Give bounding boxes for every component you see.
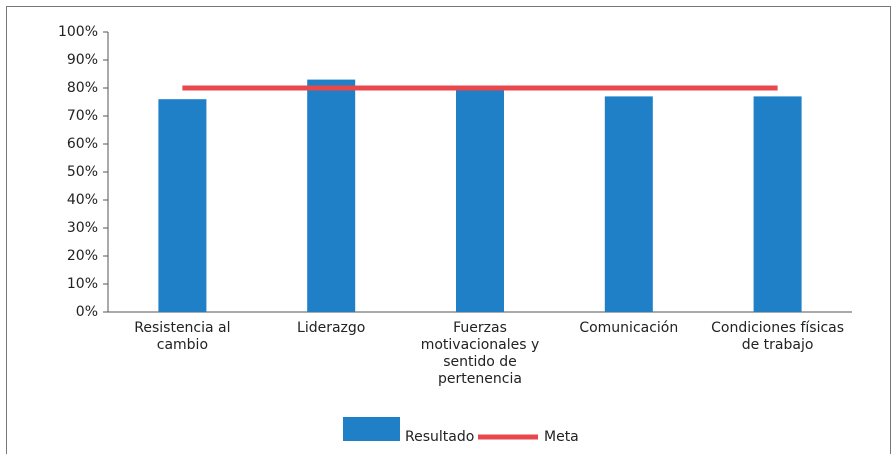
x-tick-label: Resistencia al cambio: [134, 320, 231, 353]
y-tick-label: 100%: [58, 24, 98, 40]
bar: [158, 99, 207, 312]
x-tick-label: Comunicación: [579, 320, 679, 336]
frame: [6, 6, 891, 454]
y-tick-label: 0%: [76, 304, 98, 320]
bar: [753, 96, 802, 313]
legend-label: Resultado: [405, 429, 474, 445]
x-tick-label: Liderazgo: [297, 320, 366, 336]
legend-label: Meta: [544, 429, 579, 445]
y-tick-label: 70%: [67, 108, 98, 124]
y-tick-label: 60%: [67, 136, 98, 152]
y-tick-label: 50%: [67, 164, 98, 180]
y-tick-label: 20%: [67, 248, 98, 264]
bar: [456, 88, 504, 312]
y-tick-label: 80%: [67, 80, 98, 96]
y-tick-label: 40%: [67, 192, 98, 208]
x-tick-label: Condiciones físicas de trabajo: [711, 320, 845, 353]
bar: [604, 96, 653, 313]
y-tick-label: 10%: [67, 276, 98, 292]
x-tick-label: Fuerzas motivacionales y sentido de pert…: [420, 320, 540, 387]
y-tick-label: 90%: [67, 52, 98, 68]
bar: [307, 79, 356, 312]
legend-swatch: [343, 417, 400, 441]
y-tick-label: 30%: [67, 220, 98, 236]
